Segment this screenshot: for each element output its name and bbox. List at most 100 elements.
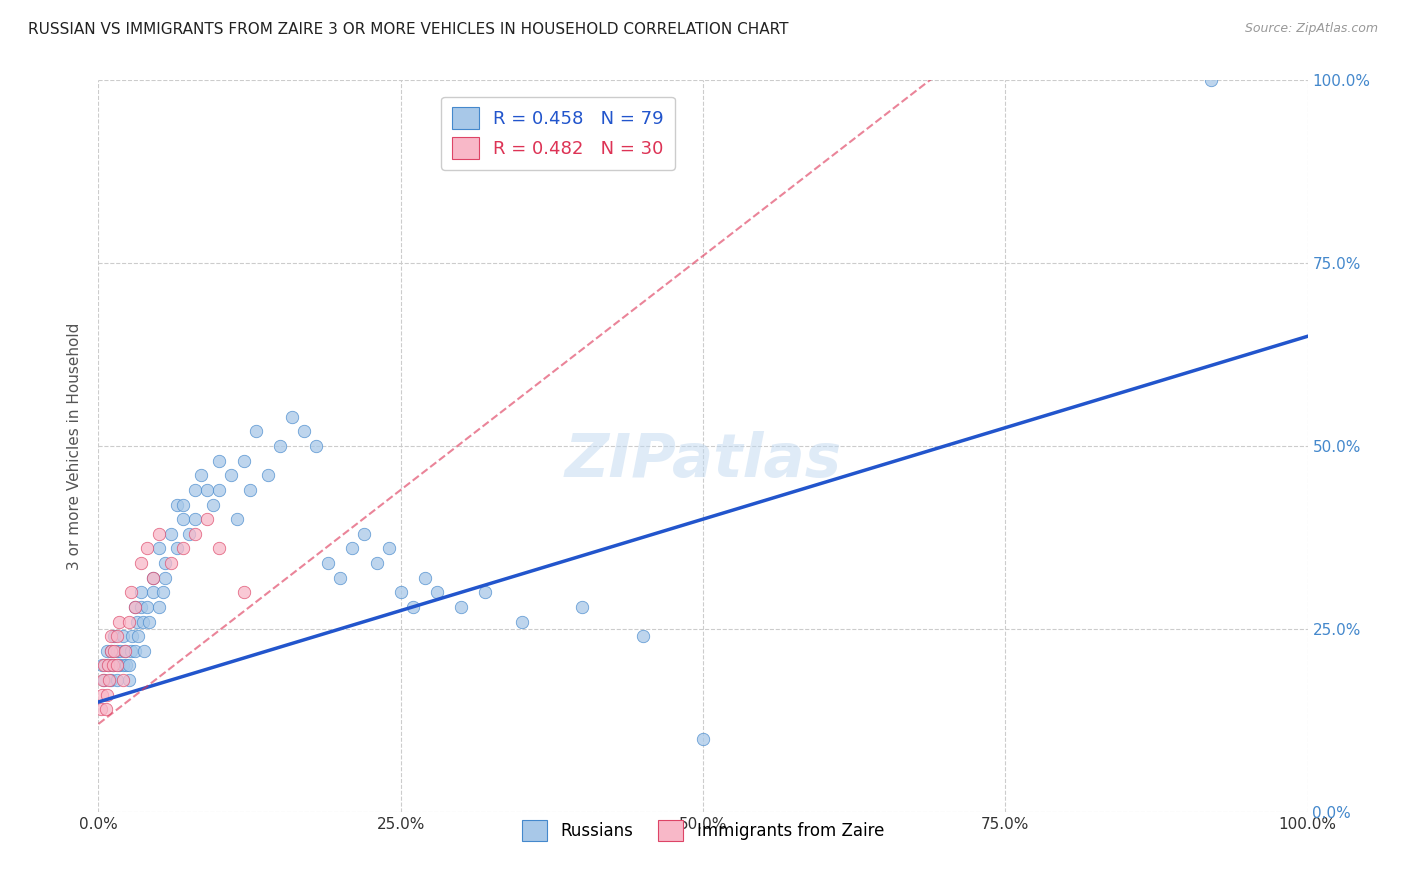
- Point: [281, 409, 304, 424]
- Point: [138, 615, 160, 629]
- Point: [135, 599, 157, 614]
- Point: [93, 673, 115, 687]
- Point: [124, 644, 146, 658]
- Text: Source: ZipAtlas.com: Source: ZipAtlas.com: [1244, 22, 1378, 36]
- Point: [377, 541, 399, 556]
- Point: [389, 585, 412, 599]
- Point: [316, 556, 339, 570]
- Point: [166, 498, 188, 512]
- Point: [105, 658, 128, 673]
- Point: [100, 644, 122, 658]
- Point: [142, 571, 165, 585]
- Point: [152, 585, 174, 599]
- Point: [108, 644, 131, 658]
- Point: [153, 556, 176, 570]
- Point: [166, 541, 188, 556]
- Point: [118, 673, 141, 687]
- Point: [160, 526, 183, 541]
- Point: [208, 541, 231, 556]
- Point: [402, 599, 425, 614]
- Point: [474, 585, 496, 599]
- Point: [232, 585, 254, 599]
- Point: [153, 571, 176, 585]
- Point: [256, 468, 278, 483]
- Point: [120, 644, 142, 658]
- Point: [111, 673, 134, 687]
- Point: [142, 585, 165, 599]
- Point: [96, 688, 118, 702]
- Point: [148, 599, 170, 614]
- Point: [124, 599, 146, 614]
- Point: [96, 644, 118, 658]
- Point: [426, 585, 449, 599]
- Point: [91, 688, 114, 702]
- Point: [91, 673, 114, 687]
- Point: [97, 658, 120, 673]
- Point: [226, 512, 249, 526]
- Point: [91, 658, 114, 673]
- Point: [329, 571, 352, 585]
- Point: [118, 658, 141, 673]
- Point: [111, 658, 134, 673]
- Point: [129, 556, 152, 570]
- Point: [208, 483, 231, 497]
- Point: [135, 541, 157, 556]
- Point: [120, 585, 142, 599]
- Point: [631, 629, 654, 643]
- Point: [190, 468, 212, 483]
- Point: [269, 439, 291, 453]
- Point: [239, 483, 262, 497]
- Point: [114, 644, 136, 658]
- Point: [101, 658, 124, 673]
- Point: [148, 526, 170, 541]
- Text: ZIPatlas: ZIPatlas: [564, 431, 842, 490]
- Point: [510, 615, 533, 629]
- Point: [97, 658, 120, 673]
- Point: [571, 599, 593, 614]
- Point: [98, 673, 121, 687]
- Point: [100, 644, 122, 658]
- Point: [142, 571, 165, 585]
- Point: [342, 541, 364, 556]
- Point: [172, 512, 194, 526]
- Point: [103, 644, 125, 658]
- Point: [90, 702, 112, 716]
- Legend: Russians, Immigrants from Zaire: Russians, Immigrants from Zaire: [516, 814, 890, 847]
- Point: [105, 629, 128, 643]
- Point: [413, 571, 436, 585]
- Point: [305, 439, 328, 453]
- Point: [100, 629, 122, 643]
- Point: [124, 599, 146, 614]
- Y-axis label: 3 or more Vehicles in Household: 3 or more Vehicles in Household: [67, 322, 83, 570]
- Point: [1199, 73, 1222, 87]
- Point: [292, 425, 315, 439]
- Point: [114, 644, 136, 658]
- Point: [160, 556, 183, 570]
- Point: [184, 512, 207, 526]
- Point: [103, 629, 125, 643]
- Point: [121, 629, 143, 643]
- Point: [105, 673, 128, 687]
- Text: RUSSIAN VS IMMIGRANTS FROM ZAIRE 3 OR MORE VEHICLES IN HOUSEHOLD CORRELATION CHA: RUSSIAN VS IMMIGRANTS FROM ZAIRE 3 OR MO…: [28, 22, 789, 37]
- Point: [195, 512, 218, 526]
- Point: [111, 629, 134, 643]
- Point: [172, 498, 194, 512]
- Point: [93, 658, 115, 673]
- Point: [132, 615, 155, 629]
- Point: [108, 615, 131, 629]
- Point: [108, 658, 131, 673]
- Point: [184, 483, 207, 497]
- Point: [221, 468, 243, 483]
- Point: [134, 644, 156, 658]
- Point: [450, 599, 472, 614]
- Point: [366, 556, 388, 570]
- Point: [127, 629, 149, 643]
- Point: [202, 498, 225, 512]
- Point: [148, 541, 170, 556]
- Point: [232, 453, 254, 467]
- Point: [118, 615, 141, 629]
- Point: [129, 599, 152, 614]
- Point: [105, 644, 128, 658]
- Point: [245, 425, 267, 439]
- Point: [94, 702, 117, 716]
